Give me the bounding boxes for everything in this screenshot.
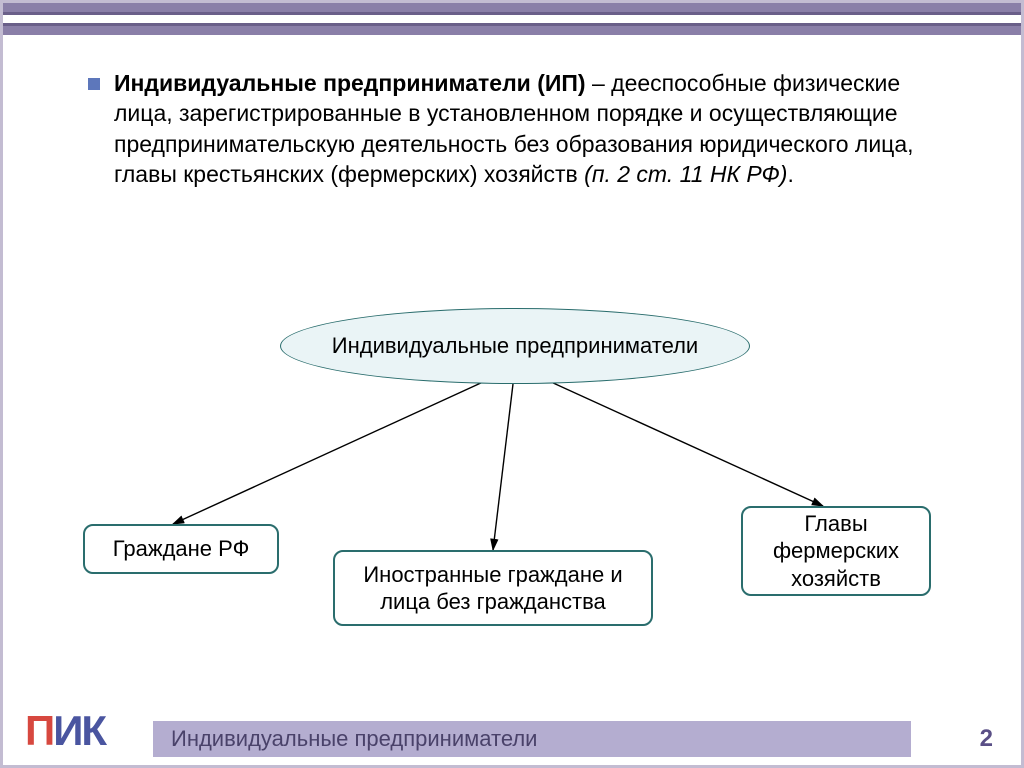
- diagram-child: Граждане РФ: [83, 524, 279, 574]
- definition-block: Индивидуальные предприниматели (ИП) – де…: [88, 68, 951, 189]
- diagram-root: Индивидуальные предприниматели: [280, 308, 750, 384]
- top-bar: [3, 3, 1021, 35]
- footer-title: Индивидуальные предприниматели: [171, 726, 537, 752]
- node-label: Граждане РФ: [113, 535, 250, 563]
- definition-term: Индивидуальные предприниматели (ИП): [114, 70, 586, 96]
- top-bar-stripe: [3, 12, 1021, 26]
- bullet-paragraph: Индивидуальные предприниматели (ИП) – де…: [88, 68, 951, 189]
- logo-glyph: И: [53, 707, 81, 755]
- footer-bar: Индивидуальные предприниматели: [153, 721, 911, 757]
- definition-text: Индивидуальные предприниматели (ИП) – де…: [114, 68, 951, 189]
- logo-glyph: К: [81, 707, 105, 755]
- diagram: Индивидуальные предприниматели Граждане Р…: [3, 308, 1024, 668]
- node-label: Индивидуальные предприниматели: [332, 332, 698, 360]
- slide: Индивидуальные предприниматели (ИП) – де…: [0, 0, 1024, 768]
- logo: ПИК: [25, 707, 105, 755]
- definition-citation: (п. 2 ст. 11 НК РФ): [584, 161, 787, 187]
- footer: ПИК Индивидуальные предприниматели 2: [3, 711, 1021, 765]
- page-number: 2: [980, 725, 993, 753]
- node-label: Главы фермерских хозяйств: [755, 510, 917, 593]
- definition-dash: –: [586, 70, 612, 96]
- diagram-child: Главы фермерских хозяйств: [741, 506, 931, 596]
- definition-period: .: [787, 161, 793, 187]
- logo-glyph: П: [25, 707, 53, 755]
- node-label: Иностранные граждане и лица без гражданс…: [347, 561, 639, 616]
- bullet-icon: [88, 78, 100, 90]
- diagram-child: Иностранные граждане и лица без гражданс…: [333, 550, 653, 626]
